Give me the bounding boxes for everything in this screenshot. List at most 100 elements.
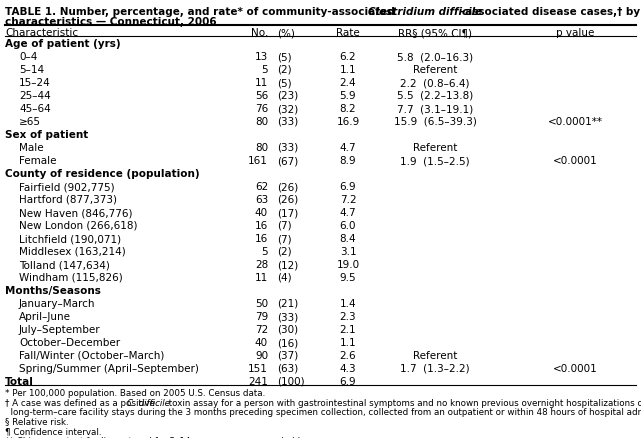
Text: Characteristic: Characteristic (5, 28, 78, 38)
Text: 7.7  (3.1–19.1): 7.7 (3.1–19.1) (397, 104, 473, 114)
Text: Hartford (877,373): Hartford (877,373) (19, 194, 117, 205)
Text: 6.0: 6.0 (340, 220, 356, 230)
Text: § Relative risk.: § Relative risk. (5, 417, 69, 426)
Text: Rate: Rate (336, 28, 360, 38)
Text: Age of patient (yrs): Age of patient (yrs) (5, 39, 121, 49)
Text: 161: 161 (248, 155, 268, 166)
Text: 4.7: 4.7 (340, 208, 356, 218)
Text: 7.2: 7.2 (340, 194, 356, 205)
Text: 16: 16 (254, 220, 268, 230)
Text: 40: 40 (255, 337, 268, 347)
Text: 6.9: 6.9 (340, 376, 356, 386)
Text: (26): (26) (277, 194, 298, 205)
Text: characteristics — Connecticut, 2006: characteristics — Connecticut, 2006 (5, 17, 217, 27)
Text: (67): (67) (277, 155, 298, 166)
Text: 80: 80 (255, 117, 268, 127)
Text: County of residence (population): County of residence (population) (5, 169, 199, 179)
Text: TABLE 1. Number, percentage, and rate* of community-associated: TABLE 1. Number, percentage, and rate* o… (5, 7, 399, 17)
Text: 62: 62 (254, 182, 268, 191)
Text: October–December: October–December (19, 337, 120, 347)
Text: 72: 72 (254, 324, 268, 334)
Text: ** Chi-square test for linear trend for 5–14 years age group and older.: ** Chi-square test for linear trend for … (5, 436, 311, 438)
Text: 2.4: 2.4 (340, 78, 356, 88)
Text: 2.6: 2.6 (340, 350, 356, 360)
Text: Referent: Referent (413, 65, 457, 75)
Text: 4.3: 4.3 (340, 363, 356, 373)
Text: ¶ Confidence interval.: ¶ Confidence interval. (5, 426, 101, 435)
Text: Male: Male (19, 143, 44, 153)
Text: (17): (17) (277, 208, 298, 218)
Text: 90: 90 (255, 350, 268, 360)
Text: <0.0001: <0.0001 (553, 363, 597, 373)
Text: Fairfield (902,775): Fairfield (902,775) (19, 182, 115, 191)
Text: Female: Female (19, 155, 56, 166)
Text: (2): (2) (277, 65, 292, 75)
Text: Sex of patient: Sex of patient (5, 130, 88, 140)
Text: 80: 80 (255, 143, 268, 153)
Text: 9.5: 9.5 (340, 272, 356, 283)
Text: 5: 5 (262, 247, 268, 256)
Text: 6.2: 6.2 (340, 52, 356, 62)
Text: 11: 11 (254, 78, 268, 88)
Text: 2.1: 2.1 (340, 324, 356, 334)
Text: <0.0001**: <0.0001** (547, 117, 603, 127)
Text: † A case was defined as a positive: † A case was defined as a positive (5, 398, 158, 406)
Text: 25–44: 25–44 (19, 91, 51, 101)
Text: ≥65: ≥65 (19, 117, 41, 127)
Text: 8.4: 8.4 (340, 233, 356, 244)
Text: RR§ (95% CI¶): RR§ (95% CI¶) (398, 28, 472, 38)
Text: (33): (33) (277, 311, 298, 321)
Text: p value: p value (556, 28, 594, 38)
Text: (7): (7) (277, 233, 292, 244)
Text: 5.8  (2.0–16.3): 5.8 (2.0–16.3) (397, 52, 473, 62)
Text: Months/Seasons: Months/Seasons (5, 285, 101, 295)
Text: toxin assay for a person with gastrointestinal symptoms and no known previous ov: toxin assay for a person with gastrointe… (167, 398, 641, 406)
Text: (5): (5) (277, 78, 292, 88)
Text: 2.2  (0.8–6.4): 2.2 (0.8–6.4) (400, 78, 470, 88)
Text: 19.0: 19.0 (337, 259, 360, 269)
Text: 5: 5 (262, 65, 268, 75)
Text: Windham (115,826): Windham (115,826) (19, 272, 122, 283)
Text: 16: 16 (254, 233, 268, 244)
Text: 5.5  (2.2–13.8): 5.5 (2.2–13.8) (397, 91, 473, 101)
Text: (100): (100) (277, 376, 304, 386)
Text: 6.9: 6.9 (340, 182, 356, 191)
Text: (7): (7) (277, 220, 292, 230)
Text: (%): (%) (277, 28, 295, 38)
Text: 4.7: 4.7 (340, 143, 356, 153)
Text: Referent: Referent (413, 143, 457, 153)
Text: (2): (2) (277, 247, 292, 256)
Text: Litchfield (190,071): Litchfield (190,071) (19, 233, 121, 244)
Text: (37): (37) (277, 350, 298, 360)
Text: 1.1: 1.1 (340, 337, 356, 347)
Text: (26): (26) (277, 182, 298, 191)
Text: 1.1: 1.1 (340, 65, 356, 75)
Text: 13: 13 (254, 52, 268, 62)
Text: 2.3: 2.3 (340, 311, 356, 321)
Text: Fall/Winter (October–March): Fall/Winter (October–March) (19, 350, 164, 360)
Text: 3.1: 3.1 (340, 247, 356, 256)
Text: 241: 241 (248, 376, 268, 386)
Text: (21): (21) (277, 298, 298, 308)
Text: January–March: January–March (19, 298, 96, 308)
Text: 11: 11 (254, 272, 268, 283)
Text: (4): (4) (277, 272, 292, 283)
Text: (32): (32) (277, 104, 298, 114)
Text: 63: 63 (254, 194, 268, 205)
Text: 15–24: 15–24 (19, 78, 51, 88)
Text: –associated disease cases,† by selected: –associated disease cases,† by selected (460, 7, 641, 17)
Text: (33): (33) (277, 143, 298, 153)
Text: 1.7  (1.3–2.2): 1.7 (1.3–2.2) (400, 363, 470, 373)
Text: April–June: April–June (19, 311, 71, 321)
Text: 1.4: 1.4 (340, 298, 356, 308)
Text: Middlesex (163,214): Middlesex (163,214) (19, 247, 126, 256)
Text: 5–14: 5–14 (19, 65, 44, 75)
Text: 45–64: 45–64 (19, 104, 51, 114)
Text: (5): (5) (277, 52, 292, 62)
Text: 56: 56 (254, 91, 268, 101)
Text: 16.9: 16.9 (337, 117, 360, 127)
Text: 79: 79 (254, 311, 268, 321)
Text: 0–4: 0–4 (19, 52, 37, 62)
Text: New London (266,618): New London (266,618) (19, 220, 138, 230)
Text: 15.9  (6.5–39.3): 15.9 (6.5–39.3) (394, 117, 476, 127)
